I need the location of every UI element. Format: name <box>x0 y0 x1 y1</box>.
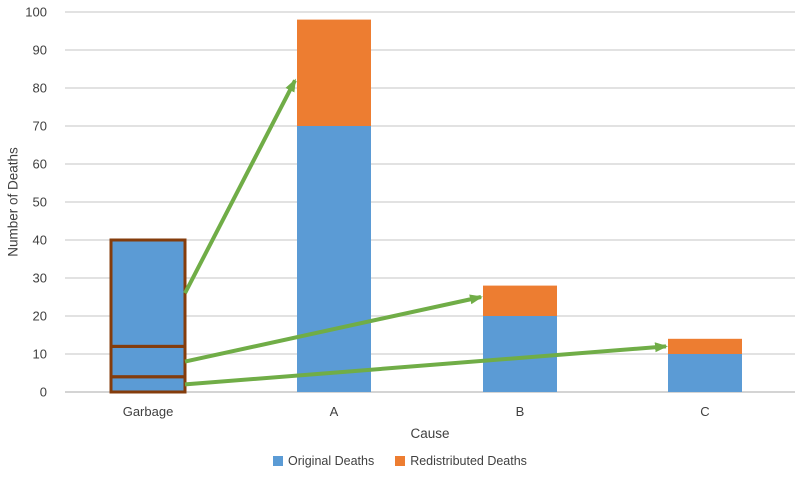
y-tick-label: 90 <box>33 43 47 58</box>
y-tick-label: 30 <box>33 271 47 286</box>
bar-redistributed-b <box>483 285 557 316</box>
y-tick-label: 10 <box>33 347 47 362</box>
legend-item-redistributed-deaths: Redistributed Deaths <box>395 453 527 469</box>
x-tick-label-b: B <box>516 404 525 419</box>
bar-redistributed-a <box>297 19 371 127</box>
legend-swatch-original-deaths <box>273 456 284 466</box>
y-tick-label: 80 <box>33 81 47 96</box>
y-axis-title: Number of Deaths <box>5 147 21 257</box>
bar-redistributed-c <box>668 338 742 354</box>
x-tick-label-a: A <box>330 404 339 419</box>
x-tick-label-garbage: Garbage <box>123 404 174 419</box>
legend-swatch-redistributed-deaths <box>395 456 406 466</box>
bar-original-garbage <box>111 240 185 392</box>
y-tick-label: 20 <box>33 309 47 324</box>
legend: Original Deaths Redistributed Deaths <box>0 453 800 469</box>
y-tick-label: 100 <box>25 5 47 20</box>
x-tick-label-c: C <box>700 404 709 419</box>
y-tick-label: 0 <box>40 385 47 400</box>
redistribution-arrow-to-c <box>184 342 668 387</box>
y-tick-label: 40 <box>33 233 47 248</box>
y-tick-label: 70 <box>33 119 47 134</box>
bar-original-a <box>297 126 371 392</box>
redistribution-arrow-to-b <box>184 294 483 364</box>
legend-label-original-deaths: Original Deaths <box>288 454 375 468</box>
bar-original-c <box>668 354 742 392</box>
redistribution-arrow-to-a <box>183 78 297 295</box>
legend-item-original-deaths: Original Deaths <box>273 453 374 469</box>
y-tick-label: 50 <box>33 195 47 210</box>
x-axis-title: Cause <box>410 426 450 441</box>
legend-label-redistributed-deaths: Redistributed Deaths <box>410 454 527 468</box>
y-tick-label: 60 <box>33 157 47 172</box>
